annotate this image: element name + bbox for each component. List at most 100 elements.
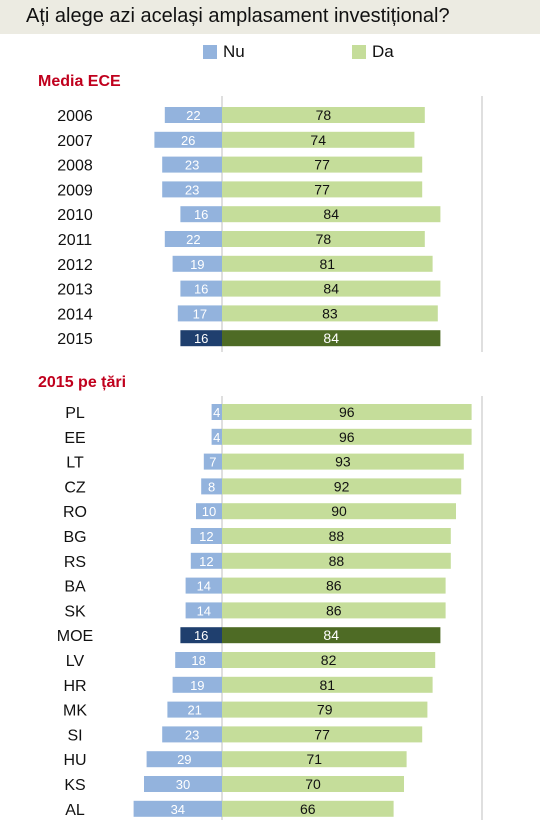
bar-da-cz	[222, 478, 462, 495]
value-label-da-lt: 93	[335, 454, 351, 470]
bar-nu-pl	[211, 404, 222, 420]
value-label-da-2013: 84	[323, 281, 339, 297]
value-label-nu-hr: 19	[190, 678, 204, 693]
value-label-nu-lt: 7	[209, 455, 216, 470]
category-label-cz: CZ	[64, 479, 86, 496]
value-label-nu-mk: 21	[187, 703, 201, 718]
value-label-nu-2009: 23	[185, 182, 199, 197]
value-label-da-mk: 79	[317, 702, 333, 718]
value-label-da-rs: 88	[329, 553, 345, 569]
bar-nu-bg	[190, 528, 222, 544]
value-label-nu-2011: 22	[186, 232, 200, 247]
value-label-nu-2012: 19	[190, 257, 204, 272]
value-label-da-cz: 92	[334, 478, 350, 494]
bar-nu-2013	[180, 280, 222, 297]
bar-nu-mk	[167, 701, 222, 718]
bar-da-ba	[222, 577, 446, 594]
value-label-da-2009: 77	[314, 181, 330, 197]
bar-da-2007	[222, 131, 415, 148]
bar-da-moe	[222, 627, 441, 644]
bar-da-2014	[222, 305, 438, 322]
bar-da-ee	[222, 428, 472, 445]
value-label-da-2011: 78	[316, 231, 332, 247]
bar-nu-moe	[180, 627, 222, 644]
bar-da-2008	[222, 156, 423, 173]
bar-da-2013	[222, 280, 441, 297]
value-label-da-2010: 84	[323, 206, 339, 222]
value-label-da-2012: 81	[320, 256, 336, 272]
bar-nu-2010	[180, 206, 222, 223]
value-label-da-ks: 70	[305, 776, 321, 792]
category-label-ro: RO	[63, 504, 87, 521]
value-label-da-2014: 83	[322, 305, 338, 321]
bar-nu-ee	[211, 428, 222, 445]
bar-da-lt	[222, 453, 464, 470]
value-label-da-bg: 88	[329, 528, 345, 544]
bar-nu-cz	[201, 478, 222, 495]
category-label-2011: 2011	[58, 232, 93, 249]
value-label-da-2006: 78	[316, 107, 332, 123]
value-label-da-hu: 71	[307, 751, 323, 767]
bar-nu-al	[133, 800, 222, 817]
category-label-2015: 2015	[57, 331, 93, 348]
bar-nu-2009	[162, 181, 222, 198]
category-label-moe: MOE	[57, 628, 93, 645]
value-label-da-moe: 84	[323, 627, 339, 643]
category-label-2007: 2007	[57, 133, 93, 150]
bar-nu-ro	[196, 503, 222, 520]
category-label-2014: 2014	[57, 306, 93, 323]
bar-nu-lv	[175, 652, 222, 668]
legend-swatch-nu	[203, 45, 217, 59]
category-label-sk: SK	[64, 603, 86, 620]
value-label-nu-lv: 18	[191, 653, 205, 668]
value-label-nu-2015: 16	[194, 331, 208, 346]
bar-da-2011	[222, 231, 425, 247]
category-label-ba: BA	[64, 579, 86, 596]
bar-nu-2011	[164, 231, 222, 247]
value-label-nu-ks: 30	[176, 777, 190, 792]
bar-da-bg	[222, 528, 451, 544]
bar-nu-ba	[185, 577, 222, 594]
section-title-countries: 2015 pe țări	[38, 374, 127, 391]
value-label-da-ba: 86	[326, 578, 342, 594]
bar-nu-ks	[144, 776, 222, 792]
value-label-da-ro: 90	[331, 503, 347, 519]
category-label-mk: MK	[63, 703, 87, 720]
value-label-nu-2013: 16	[194, 282, 208, 297]
category-label-lv: LV	[66, 653, 85, 670]
category-label-ks: KS	[64, 777, 85, 794]
legend-swatch-da	[352, 45, 366, 59]
value-label-da-al: 66	[300, 801, 316, 817]
category-label-2008: 2008	[57, 158, 93, 175]
value-label-nu-2014: 17	[193, 306, 207, 321]
bar-da-2010	[222, 206, 441, 223]
value-label-nu-ee: 4	[213, 430, 220, 445]
bar-da-lv	[222, 652, 436, 668]
bar-da-sk	[222, 602, 446, 619]
bar-nu-hr	[172, 676, 222, 693]
category-label-pl: PL	[65, 405, 85, 422]
bar-da-hu	[222, 751, 407, 768]
value-label-nu-pl: 4	[213, 405, 220, 420]
category-label-2009: 2009	[57, 182, 93, 199]
bar-da-si	[222, 726, 423, 743]
value-label-nu-al: 34	[171, 802, 185, 817]
bar-da-ks	[222, 776, 404, 792]
category-label-2012: 2012	[57, 257, 93, 274]
value-label-da-pl: 96	[339, 404, 355, 420]
category-label-hu: HU	[63, 752, 86, 769]
legend: Nu Da	[0, 42, 540, 64]
category-label-hr: HR	[63, 678, 86, 695]
value-label-da-2015: 84	[323, 330, 339, 346]
category-label-al: AL	[65, 802, 85, 819]
value-label-nu-sk: 14	[197, 603, 211, 618]
value-label-nu-cz: 8	[208, 479, 215, 494]
bar-da-2009	[222, 181, 423, 198]
bar-da-mk	[222, 701, 428, 718]
value-label-da-2007: 74	[310, 132, 326, 148]
bar-nu-sk	[185, 602, 222, 619]
value-label-nu-si: 23	[185, 727, 199, 742]
value-label-nu-ba: 14	[197, 579, 211, 594]
bar-nu-2012	[172, 255, 222, 272]
legend-item-nu: Nu	[203, 42, 245, 62]
